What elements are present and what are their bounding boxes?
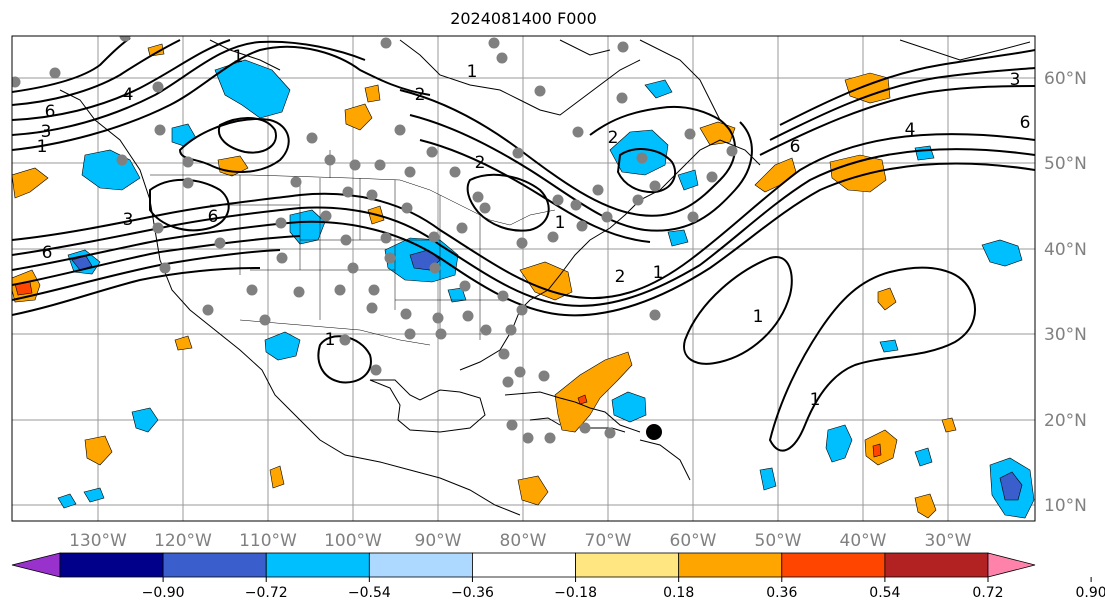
contour-label: 3 [123, 210, 134, 230]
contour-label: 1 [37, 137, 48, 157]
lon-label: 40°W [840, 531, 887, 551]
lon-label: 120°W [154, 531, 212, 551]
latitude-labels: 60°N 50°N 40°N 30°N 20°N 10°N [1044, 69, 1087, 516]
lat-label: 60°N [1044, 69, 1087, 89]
lat-label: 20°N [1044, 411, 1087, 431]
contour-label: 6 [790, 137, 801, 157]
contour-label: 6 [45, 102, 56, 122]
colorbar-tick-label: 0.18 [663, 585, 694, 601]
lat-label: 50°N [1044, 154, 1087, 174]
lon-label: 130°W [69, 531, 127, 551]
contour-label: 4 [905, 120, 916, 140]
colorbar-segment [162, 552, 267, 578]
map-title: 2024081400 F000 [450, 9, 597, 28]
lon-label: 80°W [500, 531, 547, 551]
contour-label: 3 [1010, 70, 1021, 90]
colorbar [11, 552, 1036, 578]
station-markers [12, 36, 738, 444]
lat-label: 30°N [1044, 325, 1087, 345]
colorbar-tick-label: 0.90 [1076, 585, 1105, 601]
lon-label: 50°W [755, 531, 802, 551]
lon-label: 60°W [670, 531, 717, 551]
colorbar-segment [472, 552, 576, 578]
lon-label: 90°W [415, 531, 462, 551]
contour-label: 1 [810, 390, 821, 410]
longitude-labels: 130°W 120°W 110°W 100°W 90°W 80°W 70°W 6… [69, 531, 972, 551]
contour-label: 1 [467, 62, 478, 82]
contour-label: 3 [41, 122, 52, 142]
contour-label: 4 [123, 85, 134, 105]
colorbar-tick-label: −0.54 [348, 585, 391, 601]
colorbar-extend-high [987, 552, 1036, 578]
contour-label: 2 [415, 85, 426, 105]
contour-label: 1 [555, 213, 566, 233]
colorbar-tick-label: 0.54 [869, 585, 900, 601]
contour-label: 2 [608, 128, 619, 148]
colorbar-extend-low [11, 552, 61, 578]
colorbar-tick-label: 0.72 [972, 585, 1003, 601]
colorbar-tick-label: −0.36 [451, 585, 494, 601]
contour-label: 6 [1020, 113, 1031, 133]
colorbar-segment [368, 552, 473, 578]
colorbar-tick-label: −0.18 [554, 585, 597, 601]
colorbar-tick-label: −0.72 [245, 585, 288, 601]
station-marker-highlight [646, 424, 662, 440]
contour-label: 6 [208, 207, 219, 227]
contour-label: 1 [233, 47, 244, 67]
contour-label: 1 [753, 307, 764, 327]
lon-label: 30°W [925, 531, 972, 551]
colorbar-segment [884, 552, 989, 578]
contour-label: 1 [653, 263, 664, 283]
colorbar-segment [781, 552, 886, 578]
lat-label: 40°N [1044, 240, 1087, 260]
contour-labels: 6 4 3 1 1 6 6 3 1 2 1 2 2 1 1 1 1 2 6 4 … [37, 47, 1031, 410]
colorbar-segment [265, 552, 370, 578]
contour-label: 2 [615, 267, 626, 287]
colorbar-segment [678, 552, 783, 578]
map-frame [11, 35, 1036, 522]
lat-label: 10°N [1044, 496, 1087, 516]
colorbar-segment [575, 552, 680, 578]
lon-label: 70°W [585, 531, 632, 551]
contour-label: 1 [325, 330, 336, 350]
lon-label: 100°W [324, 531, 382, 551]
contour-label: 2 [475, 153, 486, 173]
colorbar-segment [59, 552, 164, 578]
colorbar-tick-label: 0.36 [766, 585, 797, 601]
political-borders [150, 150, 556, 346]
contour-label: 6 [42, 243, 53, 263]
contours [12, 37, 1035, 452]
colorbar-tick-label: −0.90 [142, 585, 185, 601]
lon-label: 110°W [239, 531, 297, 551]
colorbar-ticks: −0.90 −0.72 −0.54 −0.36 −0.18 0.18 0.36 0.54 0.7… [142, 577, 1105, 601]
